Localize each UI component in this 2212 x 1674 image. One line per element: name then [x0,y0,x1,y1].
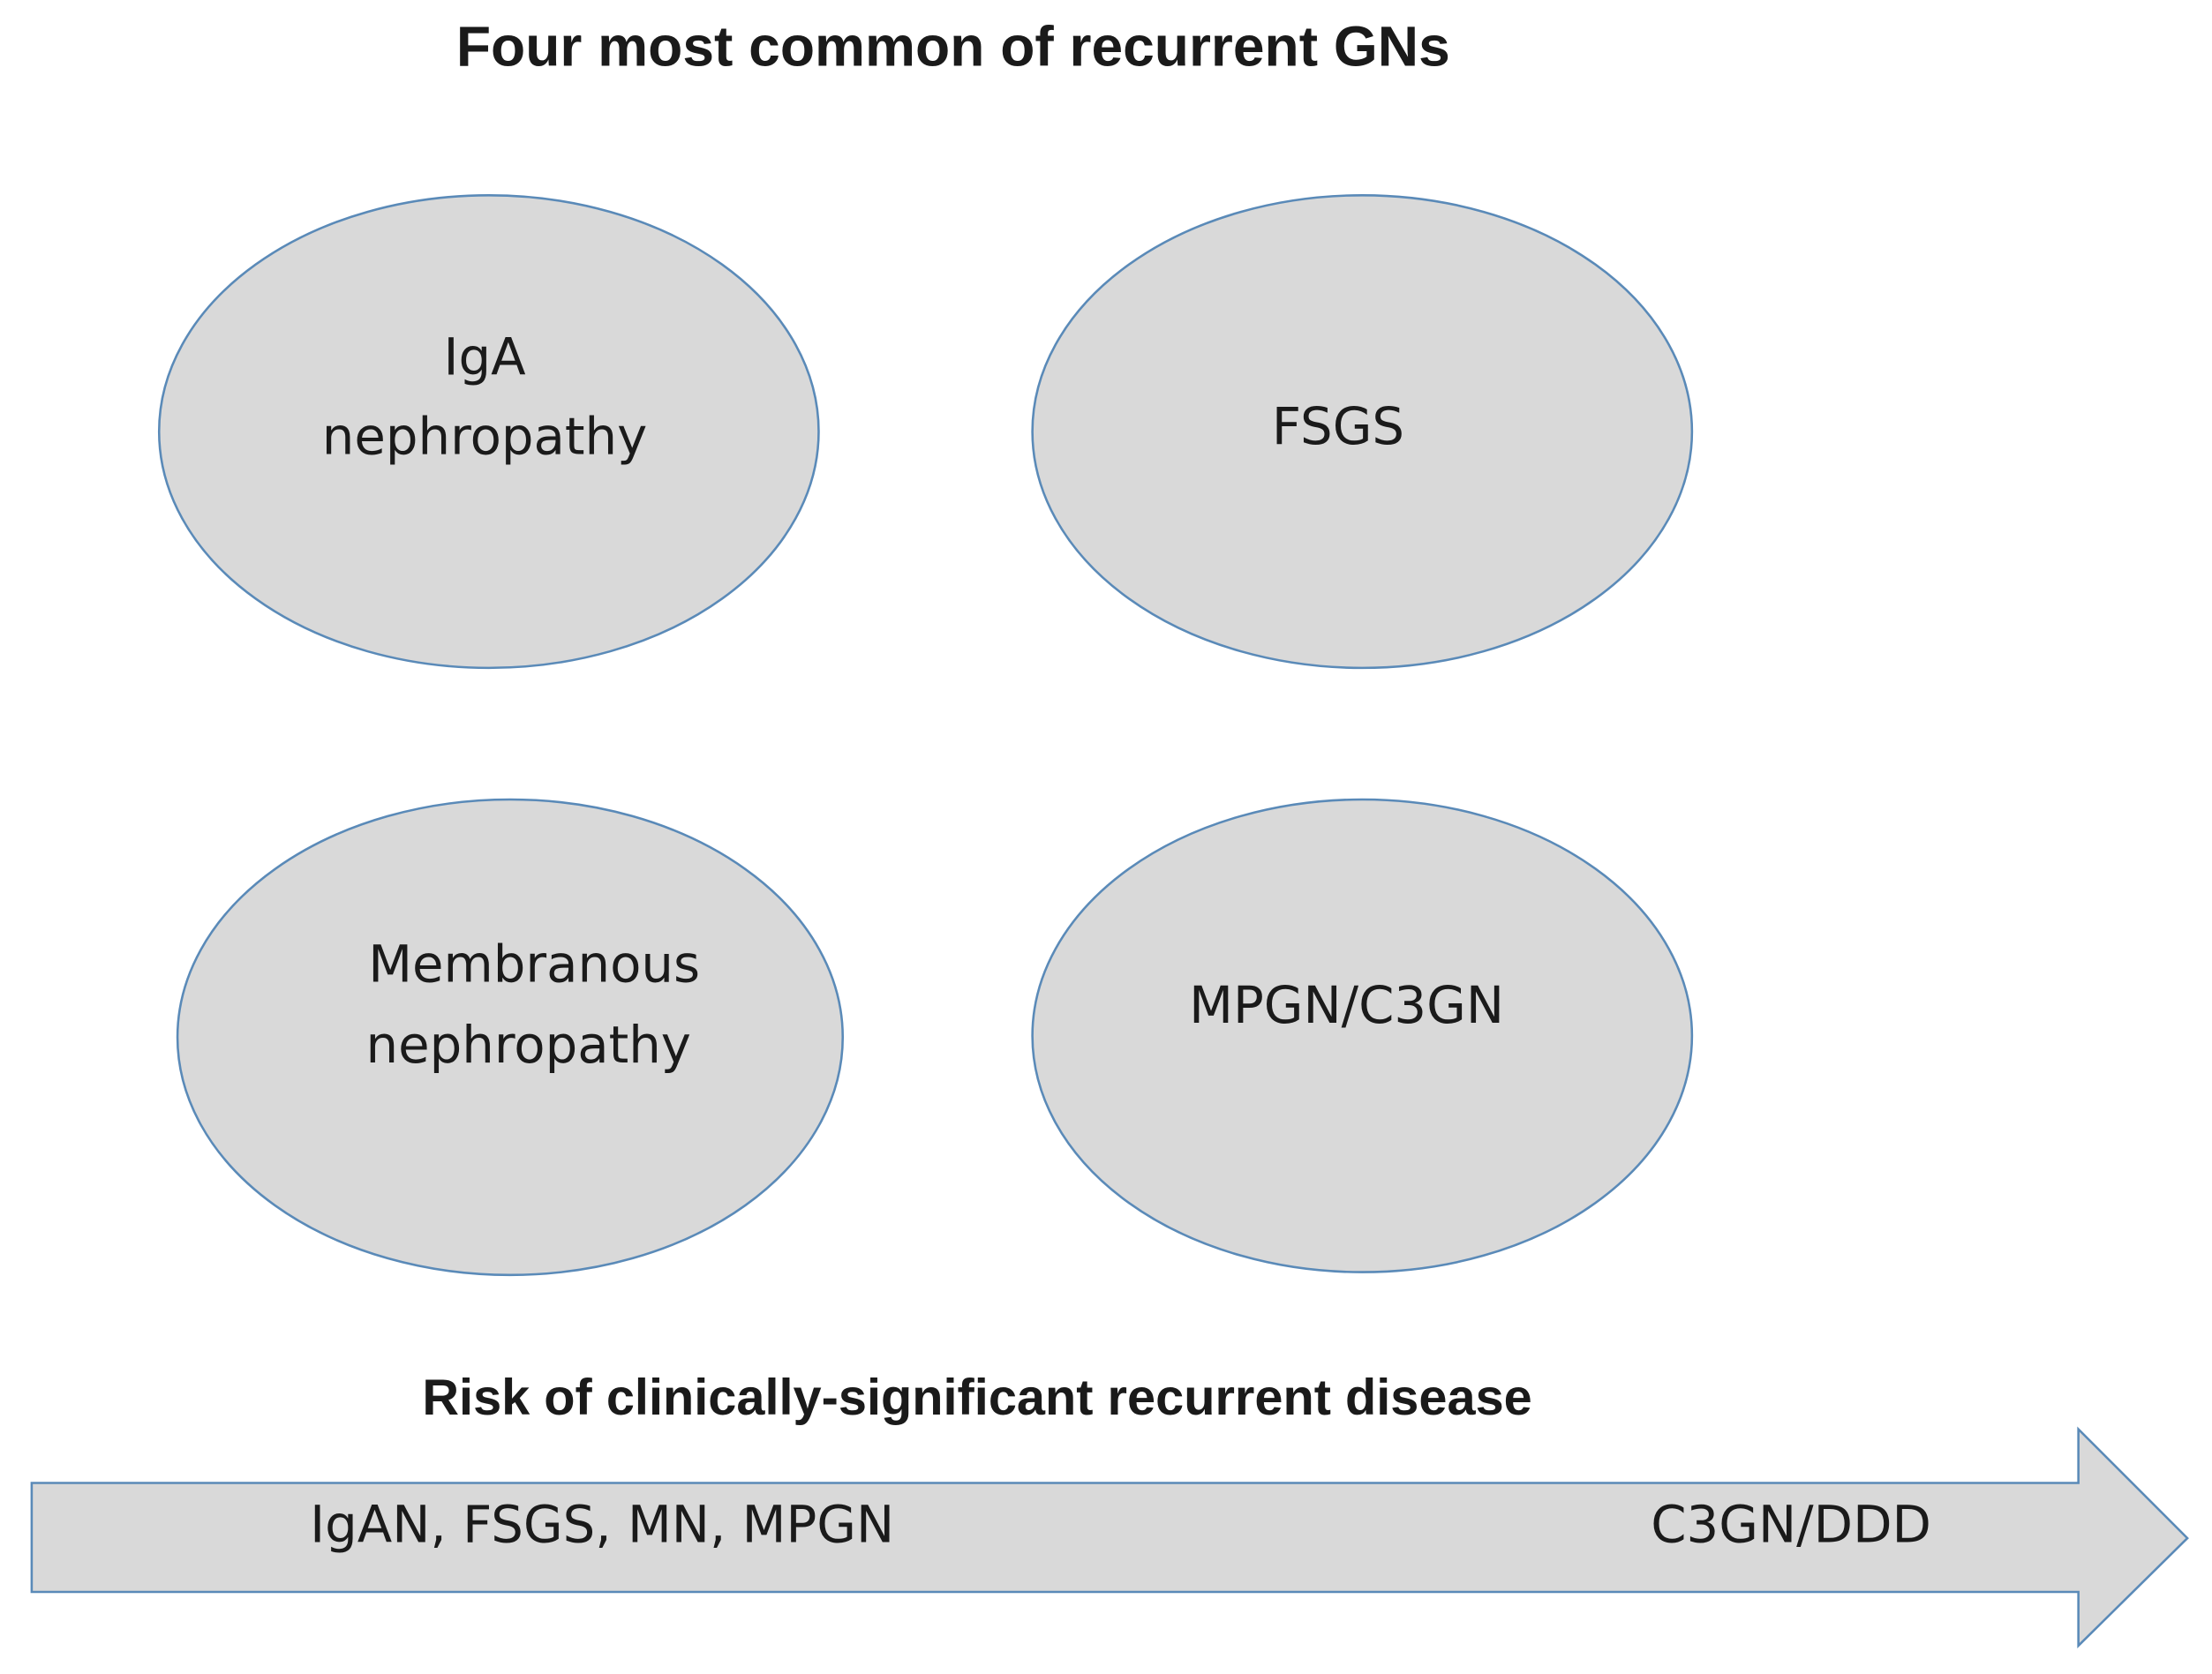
node-label: nephropathy [366,1015,691,1075]
node-ellipse [176,798,845,1277]
node-ellipse [1031,798,1694,1273]
node-label: IgA [443,327,525,387]
node-ellipse [1031,194,1694,670]
arrow-label: C3GN/DDD [1651,1494,1931,1554]
arrow-label: IgAN, FSGS, MN, MPGN [310,1494,894,1554]
arrow [30,1426,2189,1648]
node-label: nephropathy [322,406,647,466]
arrow-title: Risk of clinically-significant recurrent… [422,1370,1531,1426]
title: Four most common of recurrent GNs [456,15,1450,79]
node-label: Membranous [368,934,700,994]
node-label: MPGN/C3GN [1189,975,1504,1035]
node-label: FSGS [1272,396,1404,456]
node-ellipse [157,194,820,670]
